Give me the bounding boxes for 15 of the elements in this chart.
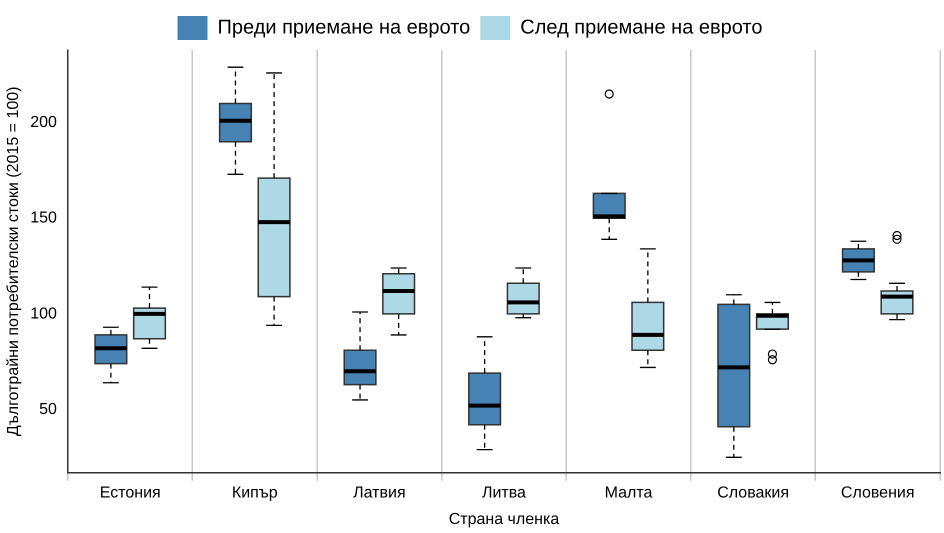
y-axis-title: Дълготрайни потребителски стоки (2015 = 100) (5, 86, 22, 436)
x-tick-label: Малта (604, 484, 653, 502)
y-tick-label: 150 (30, 210, 57, 227)
x-tick-label: Кипър (232, 484, 278, 502)
legend-label: Преди приемане на еврото (218, 16, 470, 39)
x-tick-label: Естония (100, 484, 161, 502)
x-tick-label: Словакия (717, 484, 790, 502)
y-tick-label: 200 (30, 114, 57, 132)
x-tick-label: Словения (840, 484, 915, 502)
x-tick-label: Латвия (353, 484, 406, 502)
y-tick-label: 50 (39, 400, 57, 418)
y-tick-label: 100 (30, 305, 57, 322)
x-tick-label: Литва (482, 484, 526, 502)
legend-label: След приемане на еврото (520, 16, 762, 39)
x-axis-title: Страна членка (448, 510, 560, 528)
